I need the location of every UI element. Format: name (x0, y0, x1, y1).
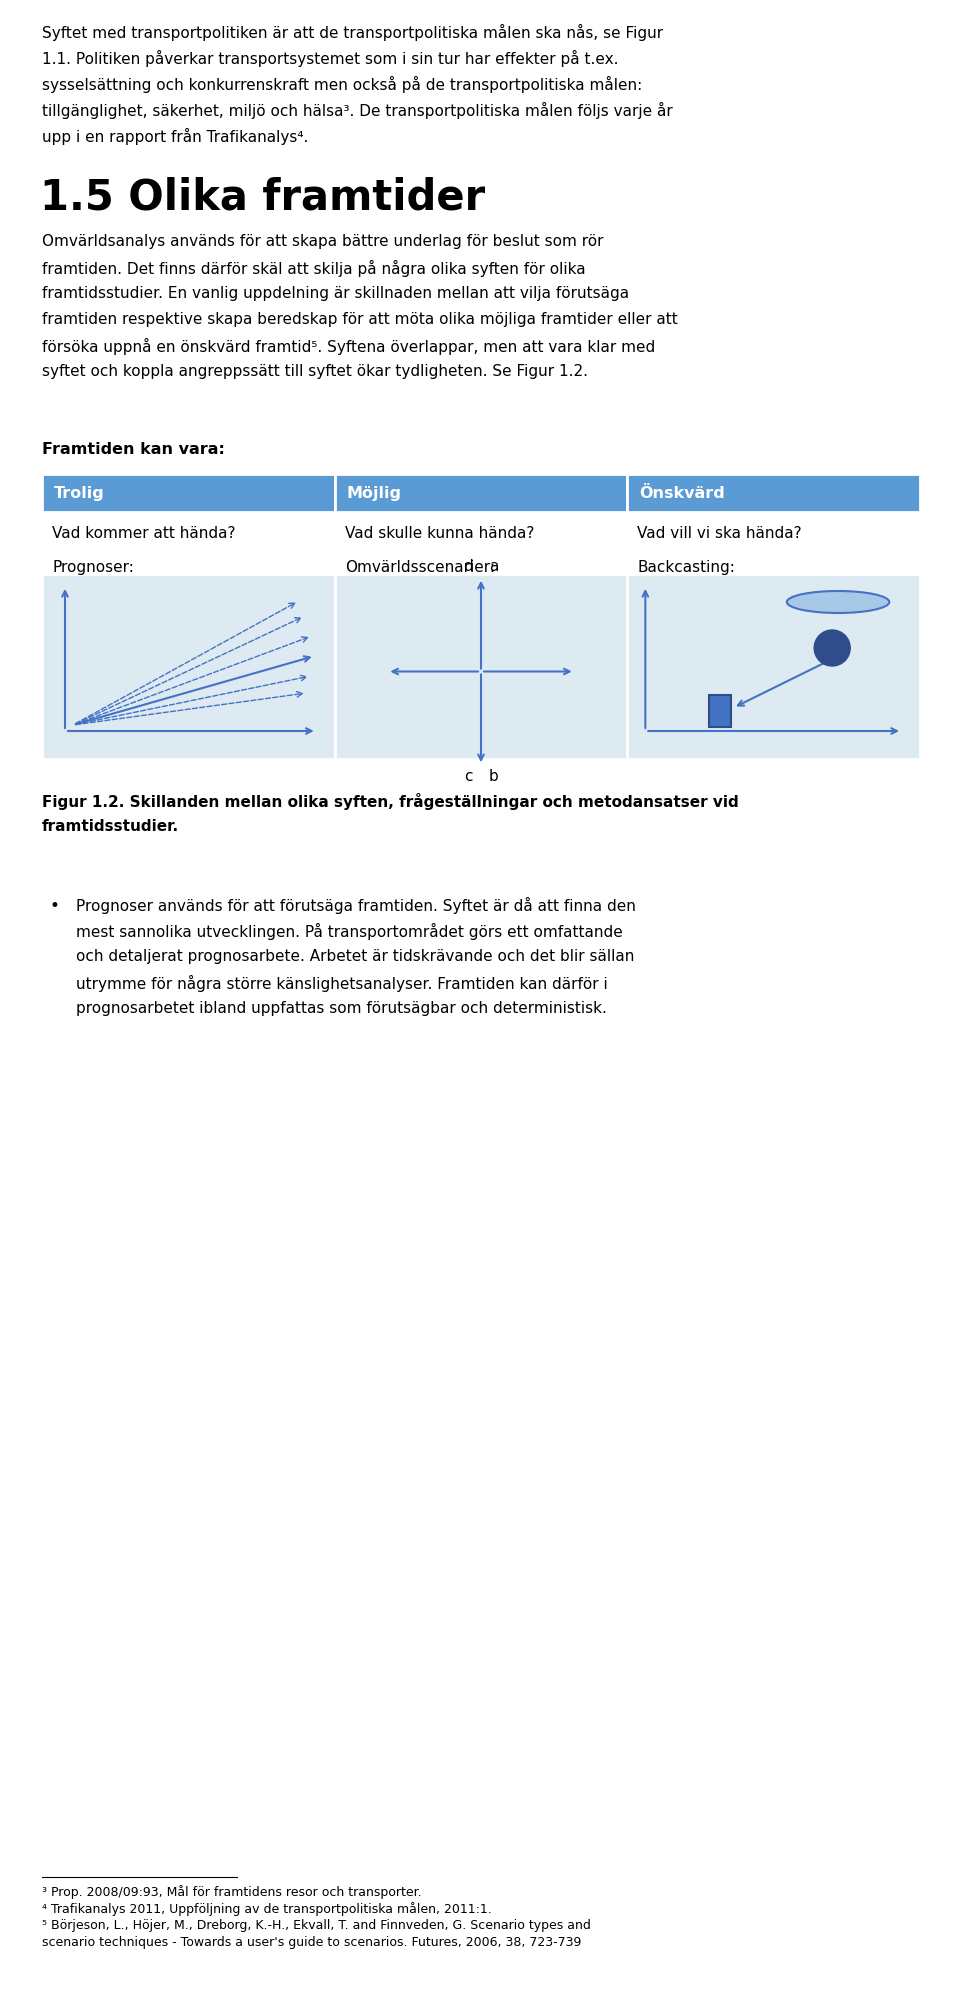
Text: Vad kommer att hända?: Vad kommer att hända? (52, 526, 235, 542)
Text: d: d (464, 560, 473, 574)
Text: Omvärldsanalys används för att skapa bättre underlag för beslut som rör: Omvärldsanalys används för att skapa bät… (42, 233, 604, 249)
Text: Prognoser:: Prognoser: (52, 560, 133, 576)
Text: Omvärldsscenarier:: Omvärldsscenarier: (345, 560, 494, 576)
Text: Vad vill vi ska hända?: Vad vill vi ska hända? (637, 526, 802, 542)
Text: Figur 1.2. Skillanden mellan olika syften, frågeställningar och metodansatser vi: Figur 1.2. Skillanden mellan olika syfte… (42, 793, 739, 811)
Bar (42, 474, 335, 512)
Text: Önskvärd: Önskvärd (639, 486, 725, 500)
Text: c: c (465, 769, 473, 785)
Ellipse shape (787, 592, 889, 614)
Text: ³ Prop. 2008/09:93, Mål för framtidens resor och transporter.: ³ Prop. 2008/09:93, Mål för framtidens r… (42, 1884, 421, 1898)
Text: försöka uppnå en önskvärd framtid⁵. Syftena överlappar, men att vara klar med: försöka uppnå en önskvärd framtid⁵. Syft… (42, 339, 656, 355)
Text: prognosarbetet ibland uppfattas som förutsägbar och deterministisk.: prognosarbetet ibland uppfattas som föru… (76, 1002, 607, 1016)
Text: framtiden. Det finns därför skäl att skilja på några olika syften för olika: framtiden. Det finns därför skäl att ski… (42, 261, 586, 277)
Text: mest sannolika utvecklingen. På transportområdet görs ett omfattande: mest sannolika utvecklingen. På transpor… (76, 922, 623, 940)
Text: Prognoser används för att förutsäga framtiden. Syftet är då att finna den: Prognoser används för att förutsäga fram… (76, 896, 636, 914)
Text: syftet och koppla angreppssätt till syftet ökar tydligheten. Se Figur 1.2.: syftet och koppla angreppssätt till syft… (42, 365, 588, 378)
Bar (627, 574, 920, 759)
Bar (335, 474, 627, 512)
Text: ⁵ Börjeson, L., Höjer, M., Dreborg, K.-H., Ekvall, T. and Finnveden, G. Scenario: ⁵ Börjeson, L., Höjer, M., Dreborg, K.-H… (42, 1918, 590, 1932)
Text: Syftet med transportpolitiken är att de transportpolitiska målen ska nås, se Fig: Syftet med transportpolitiken är att de … (42, 24, 663, 42)
Text: framtidsstudier.: framtidsstudier. (42, 819, 180, 835)
Text: sysselsättning och konkurrenskraft men också på de transportpolitiska målen:: sysselsättning och konkurrenskraft men o… (42, 76, 642, 94)
Bar (627, 474, 920, 512)
Text: utrymme för några större känslighetsanalyser. Framtiden kan därför i: utrymme för några större känslighetsanal… (76, 974, 608, 992)
Text: tillgänglighet, säkerhet, miljö och hälsa³. De transportpolitiska målen följs va: tillgänglighet, säkerhet, miljö och häls… (42, 102, 673, 120)
Text: Trolig: Trolig (54, 486, 105, 500)
Text: ⁴ Trafikanalys 2011, Uppföljning av de transportpolitiska målen, 2011:1.: ⁴ Trafikanalys 2011, Uppföljning av de t… (42, 1902, 492, 1916)
Text: b: b (489, 769, 499, 785)
Text: 1.1. Politiken påverkar transportsystemet som i sin tur har effekter på t.ex.: 1.1. Politiken påverkar transportsysteme… (42, 50, 618, 68)
Text: Vad skulle kunna hända?: Vad skulle kunna hända? (345, 526, 534, 542)
Bar (709, 695, 732, 727)
Text: Möjlig: Möjlig (347, 486, 401, 500)
Text: scenario techniques - Towards a user's guide to scenarios. Futures, 2006, 38, 72: scenario techniques - Towards a user's g… (42, 1936, 582, 1948)
Text: och detaljerat prognosarbete. Arbetet är tidskrävande och det blir sällan: och detaljerat prognosarbete. Arbetet är… (76, 948, 635, 964)
Text: Framtiden kan vara:: Framtiden kan vara: (42, 442, 225, 456)
Text: a: a (489, 560, 498, 574)
Text: •: • (50, 896, 60, 914)
Text: 1.5 Olika framtider: 1.5 Olika framtider (40, 175, 485, 217)
Text: upp i en rapport från Trafikanalys⁴.: upp i en rapport från Trafikanalys⁴. (42, 127, 308, 145)
Text: framtidsstudier. En vanlig uppdelning är skillnaden mellan att vilja förutsäga: framtidsstudier. En vanlig uppdelning är… (42, 287, 629, 301)
Text: framtiden respektive skapa beredskap för att möta olika möjliga framtider eller : framtiden respektive skapa beredskap för… (42, 313, 678, 327)
Bar (335, 574, 627, 759)
Text: Backcasting:: Backcasting: (637, 560, 735, 576)
Bar (42, 574, 335, 759)
Circle shape (814, 629, 851, 665)
